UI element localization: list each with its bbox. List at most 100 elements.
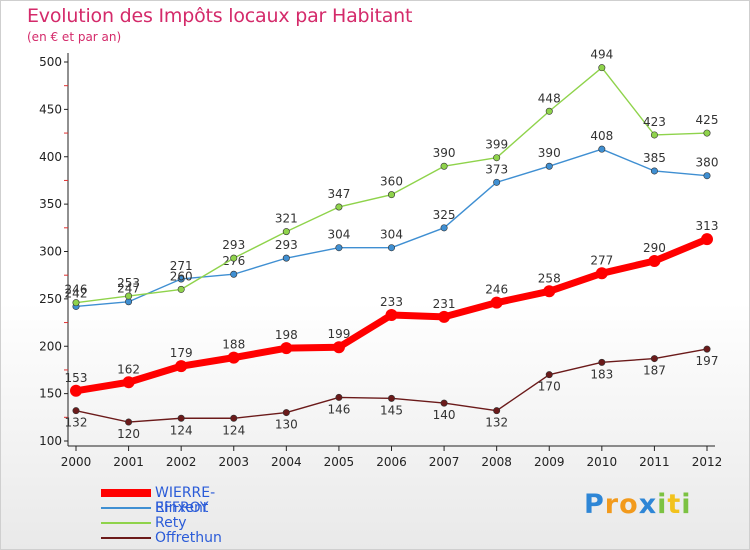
y-tick-label: 350 <box>39 197 62 211</box>
data-point-rety <box>125 292 133 300</box>
data-label-rinxent: 242 <box>65 286 88 300</box>
data-point-rinxent <box>650 167 658 175</box>
legend-swatch <box>101 537 151 539</box>
y-tick-label: 250 <box>39 292 62 306</box>
x-tick-label: 2012 <box>692 455 723 469</box>
data-point-wierre-effroy <box>122 376 135 389</box>
data-label-rety: 321 <box>275 212 298 226</box>
x-tick-label: 2009 <box>534 455 565 469</box>
data-point-rety <box>282 228 290 236</box>
data-point-offrethun <box>335 393 343 401</box>
data-point-offrethun <box>177 414 185 422</box>
data-label-wierre-effroy: 198 <box>275 328 298 342</box>
legend-label: Rinxent <box>155 500 209 516</box>
data-label-rinxent: 247 <box>117 282 140 296</box>
logo-letter: x <box>638 489 658 520</box>
data-point-offrethun <box>72 407 80 415</box>
data-point-wierre-effroy <box>438 310 451 323</box>
data-label-offrethun: 120 <box>117 427 140 441</box>
data-point-wierre-effroy <box>385 308 398 321</box>
data-point-wierre-effroy <box>175 360 188 373</box>
data-point-wierre-effroy <box>490 296 503 309</box>
x-tick-label: 2010 <box>587 455 618 469</box>
data-label-rinxent: 408 <box>590 129 613 143</box>
data-label-wierre-effroy: 277 <box>590 253 613 267</box>
data-label-wierre-effroy: 199 <box>327 327 350 341</box>
data-label-offrethun: 170 <box>538 380 561 394</box>
data-point-rety <box>177 285 185 293</box>
logo-letter: P <box>584 489 605 520</box>
data-point-wierre-effroy <box>648 254 661 267</box>
data-label-rinxent: 380 <box>696 156 719 170</box>
data-label-rinxent: 304 <box>327 228 350 242</box>
data-point-rety <box>72 299 80 307</box>
data-point-offrethun <box>387 394 395 402</box>
legend-label: Offrethun <box>155 530 222 546</box>
data-point-wierre-effroy <box>332 341 345 354</box>
data-label-wierre-effroy: 258 <box>538 271 561 285</box>
x-tick-label: 2011 <box>639 455 670 469</box>
data-label-rety: 253 <box>117 276 140 290</box>
data-label-rinxent: 373 <box>485 162 508 176</box>
data-label-offrethun: 132 <box>485 416 508 430</box>
data-label-offrethun: 187 <box>643 364 666 378</box>
legend-label: WIERRE-EFFROY <box>155 485 216 516</box>
legend-swatch <box>101 489 151 497</box>
data-label-offrethun: 197 <box>696 354 719 368</box>
data-point-wierre-effroy <box>701 233 713 246</box>
logo-letter: i <box>681 489 692 520</box>
data-label-rety: 260 <box>170 269 193 283</box>
data-label-rety: 423 <box>643 115 666 129</box>
logo-letter: i <box>657 489 668 520</box>
data-label-rety: 293 <box>222 238 245 252</box>
data-point-rety <box>335 203 343 211</box>
data-label-wierre-effroy: 246 <box>485 283 508 297</box>
y-tick-label: 150 <box>39 387 62 401</box>
data-label-rety: 425 <box>696 113 719 127</box>
data-point-offrethun <box>440 399 448 407</box>
data-label-offrethun: 146 <box>327 402 350 416</box>
data-label-offrethun: 140 <box>433 408 456 422</box>
data-point-rinxent <box>282 254 290 262</box>
data-label-rety: 399 <box>485 138 508 152</box>
data-point-rety <box>230 254 238 262</box>
x-tick-label: 2002 <box>166 455 197 469</box>
x-tick-label: 2008 <box>481 455 512 469</box>
data-label-rety: 246 <box>65 283 88 297</box>
data-label-wierre-effroy: 153 <box>65 371 88 385</box>
data-label-offrethun: 130 <box>275 418 298 432</box>
data-point-rety <box>440 162 448 170</box>
x-tick-label: 2000 <box>61 455 92 469</box>
data-point-offrethun <box>493 407 501 415</box>
x-tick-label: 2003 <box>218 455 249 469</box>
data-label-rinxent: 304 <box>380 228 403 242</box>
data-point-wierre-effroy <box>543 285 556 298</box>
data-label-rety: 494 <box>590 48 613 62</box>
y-tick-label: 100 <box>39 434 62 448</box>
data-label-wierre-effroy: 188 <box>222 338 245 352</box>
data-label-offrethun: 132 <box>65 416 88 430</box>
data-label-rinxent: 325 <box>433 208 456 222</box>
data-label-rinxent: 293 <box>275 238 298 252</box>
data-point-offrethun <box>230 414 238 422</box>
logo-letter: t <box>667 489 682 520</box>
data-point-rinxent <box>545 162 553 170</box>
legend-swatch <box>101 507 151 509</box>
data-point-wierre-effroy <box>280 342 293 355</box>
data-label-wierre-effroy: 231 <box>433 297 456 311</box>
data-label-rety: 360 <box>380 175 403 189</box>
data-point-rinxent <box>703 172 711 180</box>
data-label-wierre-effroy: 290 <box>643 241 666 255</box>
data-label-rinxent: 271 <box>170 259 193 273</box>
data-label-rety: 390 <box>433 146 456 160</box>
y-tick-label: 450 <box>39 102 62 116</box>
logo-letter: o <box>619 489 639 520</box>
data-label-offrethun: 124 <box>170 423 193 437</box>
data-point-offrethun <box>650 355 658 363</box>
data-label-wierre-effroy: 313 <box>696 219 719 233</box>
data-point-offrethun <box>545 371 553 379</box>
data-label-offrethun: 183 <box>590 367 613 381</box>
x-tick-label: 2005 <box>324 455 355 469</box>
data-label-rinxent: 385 <box>643 151 666 165</box>
data-point-rinxent <box>230 270 238 278</box>
